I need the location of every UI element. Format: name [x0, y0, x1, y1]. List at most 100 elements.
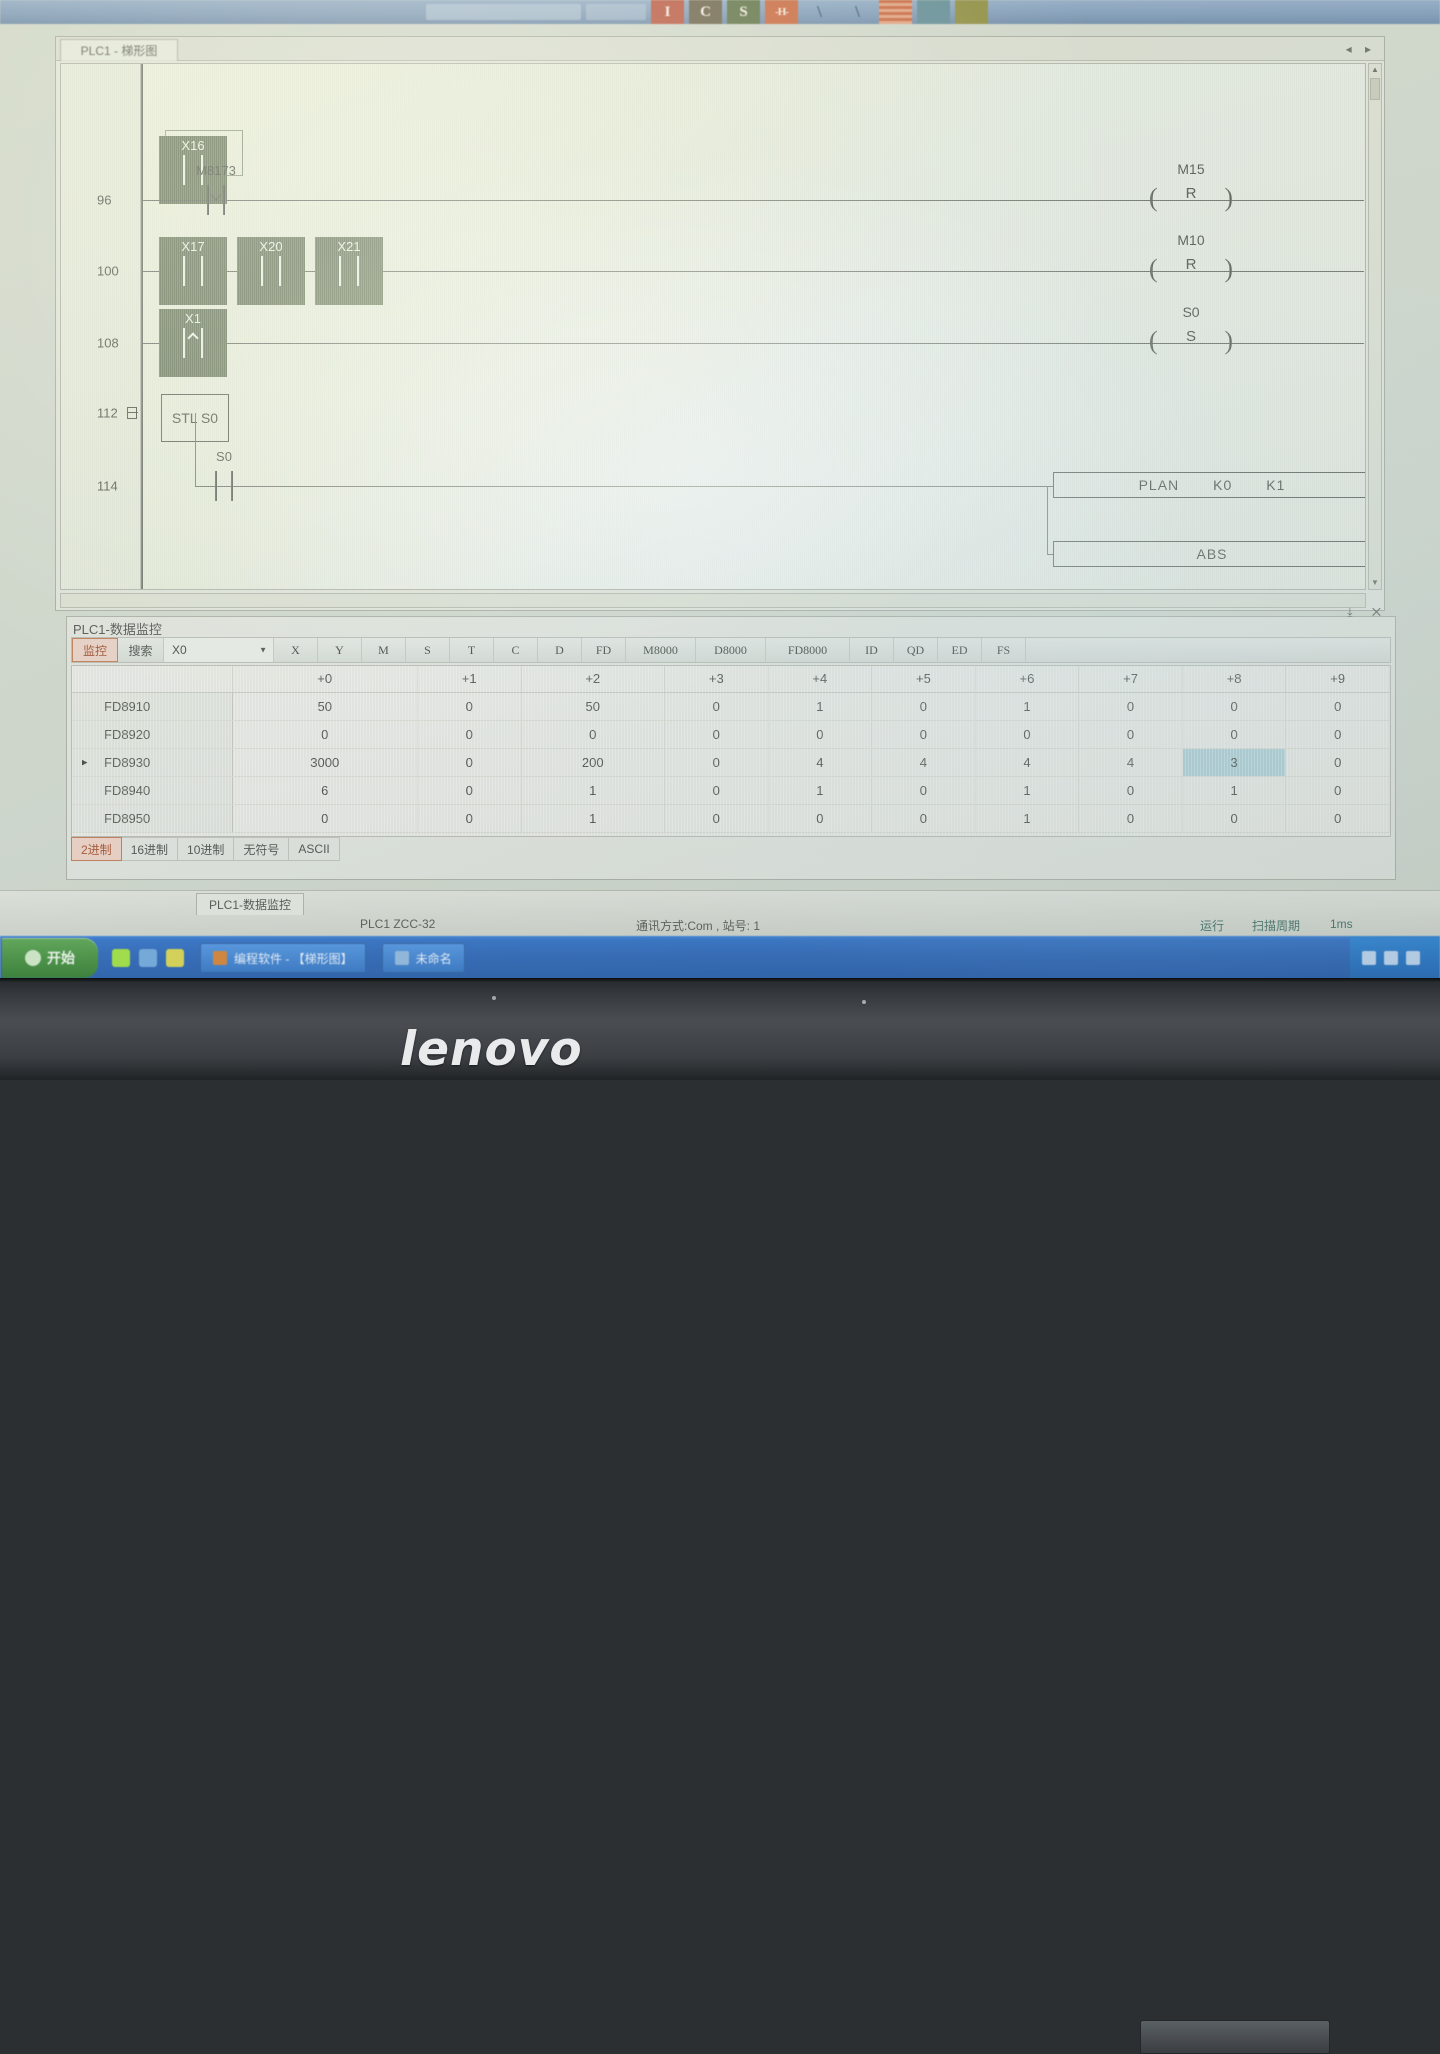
- data-cell[interactable]: 0: [871, 720, 976, 749]
- monitor-button[interactable]: 监控: [72, 638, 118, 662]
- data-cell[interactable]: 50: [521, 692, 665, 721]
- data-cell[interactable]: 0: [1285, 748, 1390, 777]
- data-cell[interactable]: 0: [1285, 804, 1390, 833]
- format-ascii[interactable]: ASCII: [289, 837, 340, 861]
- data-cell[interactable]: 1: [975, 804, 1080, 833]
- ime-icon[interactable]: [1406, 951, 1420, 965]
- format-unsigned[interactable]: 无符号: [234, 837, 290, 861]
- data-cell[interactable]: 0: [1285, 720, 1390, 749]
- table-row[interactable]: FD8950 0 0 1 0 0 0 1 0 0 0: [72, 804, 1390, 833]
- toolbar-button-c[interactable]: C: [689, 0, 722, 24]
- contact-s0[interactable]: S0: [201, 449, 247, 503]
- toolbar-button-teal[interactable]: [917, 0, 950, 24]
- device-tab-fd[interactable]: FD: [582, 638, 626, 662]
- chevron-down-icon[interactable]: ▼: [259, 645, 267, 655]
- data-cell[interactable]: 0: [417, 692, 522, 721]
- device-tab-d[interactable]: D: [538, 638, 582, 662]
- device-tab-id[interactable]: ID: [850, 638, 894, 662]
- folder-icon[interactable]: [139, 949, 157, 967]
- data-cell[interactable]: 4: [871, 748, 976, 777]
- scroll-up-icon[interactable]: ▲: [1371, 65, 1379, 74]
- data-cell[interactable]: 3: [1182, 748, 1287, 777]
- data-cell[interactable]: 1: [768, 692, 873, 721]
- contact-m8173[interactable]: M8173: [193, 163, 239, 217]
- abs-instruction-box[interactable]: ABS: [1053, 541, 1365, 567]
- table-row[interactable]: FD8940 6 0 1 0 1 0 1 0 1 0: [72, 776, 1390, 805]
- data-cell[interactable]: 0: [1078, 804, 1183, 833]
- device-tab-y[interactable]: Y: [318, 638, 362, 662]
- ladder-vertical-scrollbar[interactable]: ▲ ▼: [1368, 63, 1382, 590]
- data-cell[interactable]: 0: [664, 776, 769, 805]
- data-cell[interactable]: 0: [871, 776, 976, 805]
- device-tab-qd[interactable]: QD: [894, 638, 938, 662]
- device-tab-s[interactable]: S: [406, 638, 450, 662]
- selected-contact-x16[interactable]: X16: [159, 136, 227, 204]
- data-cell[interactable]: 0: [417, 748, 522, 777]
- ladder-horizontal-scrollbar[interactable]: [60, 593, 1366, 608]
- volume-icon[interactable]: [1384, 951, 1398, 965]
- data-cell[interactable]: 0: [1182, 692, 1287, 721]
- data-cell[interactable]: 0: [1285, 776, 1390, 805]
- data-cell[interactable]: 0: [1182, 804, 1287, 833]
- selected-contact-x21[interactable]: X21: [315, 237, 383, 305]
- data-cell[interactable]: 0: [664, 692, 769, 721]
- device-tab-m8000[interactable]: M8000: [626, 638, 696, 662]
- toolbar-button-yellow[interactable]: [955, 0, 988, 24]
- data-cell[interactable]: 0: [1078, 692, 1183, 721]
- device-tab-d8000[interactable]: D8000: [696, 638, 766, 662]
- data-cell[interactable]: 0: [871, 692, 976, 721]
- data-cell[interactable]: 1: [768, 776, 873, 805]
- data-cell[interactable]: 6: [232, 776, 418, 805]
- format-hex[interactable]: 16进制: [121, 837, 179, 861]
- system-tray[interactable]: [1350, 936, 1440, 980]
- data-cell[interactable]: 0: [1285, 692, 1390, 721]
- data-cell[interactable]: 0: [417, 776, 522, 805]
- table-row[interactable]: FD8920 0 0 0 0 0 0 0 0 0 0: [72, 720, 1390, 749]
- data-cell[interactable]: 0: [1078, 720, 1183, 749]
- device-tab-c[interactable]: C: [494, 638, 538, 662]
- device-tab-ed[interactable]: ED: [938, 638, 982, 662]
- data-cell[interactable]: 0: [521, 720, 665, 749]
- toolbar-button-diagonal-1[interactable]: \: [817, 2, 822, 21]
- data-cell[interactable]: 1: [975, 776, 1080, 805]
- data-cell[interactable]: 0: [664, 804, 769, 833]
- data-cell[interactable]: 4: [975, 748, 1080, 777]
- data-cell[interactable]: 0: [768, 720, 873, 749]
- data-cell[interactable]: 200: [521, 748, 665, 777]
- toolbar-button-striped[interactable]: [879, 0, 912, 24]
- device-tab-t[interactable]: T: [450, 638, 494, 662]
- plan-instruction-box[interactable]: PLAN K0 K1: [1053, 472, 1365, 498]
- toolbar-button-i[interactable]: I: [651, 0, 684, 24]
- data-cell[interactable]: 1: [521, 776, 665, 805]
- ladder-canvas-area[interactable]: X16 96 M8173 M15 ( R ): [60, 63, 1366, 590]
- taskitem-second[interactable]: 未命名: [381, 943, 465, 973]
- data-cell[interactable]: 4: [1078, 748, 1183, 777]
- table-row[interactable]: FD8910 50 0 50 0 1 0 1 0 0 0: [72, 692, 1390, 721]
- window-nav-arrows[interactable]: ◂ ▸: [1345, 42, 1376, 56]
- data-cell[interactable]: 0: [232, 804, 418, 833]
- data-cell[interactable]: 1: [975, 692, 1080, 721]
- selected-contact-x17[interactable]: X17: [159, 237, 227, 305]
- device-tab-m[interactable]: M: [362, 638, 406, 662]
- data-cell[interactable]: 0: [768, 804, 873, 833]
- device-tab-fd8000[interactable]: FD8000: [766, 638, 850, 662]
- play-icon[interactable]: [112, 949, 130, 967]
- start-button[interactable]: 开始: [2, 938, 98, 978]
- selected-contact-x20[interactable]: X20: [237, 237, 305, 305]
- coil-m10[interactable]: M10 ( R ): [1149, 232, 1233, 283]
- ladder-tab[interactable]: PLC1 - 梯形图: [60, 39, 178, 61]
- device-tab-fs[interactable]: FS: [982, 638, 1026, 662]
- selected-contact-x1[interactable]: X1: [159, 309, 227, 377]
- format-binary[interactable]: 2进制: [71, 837, 122, 861]
- document-icon[interactable]: [166, 949, 184, 967]
- network-icon[interactable]: [1362, 951, 1376, 965]
- toolbar-button-s[interactable]: S: [727, 0, 760, 24]
- toolbar-button-diagonal-2[interactable]: \: [855, 2, 860, 21]
- data-cell[interactable]: 0: [232, 720, 418, 749]
- statusbar-tab-data-monitor[interactable]: PLC1-数据监控: [196, 893, 305, 915]
- data-cell[interactable]: 0: [417, 720, 522, 749]
- data-cell[interactable]: 4: [768, 748, 873, 777]
- address-combo[interactable]: X0 ▼: [164, 638, 274, 662]
- data-cell[interactable]: 0: [664, 720, 769, 749]
